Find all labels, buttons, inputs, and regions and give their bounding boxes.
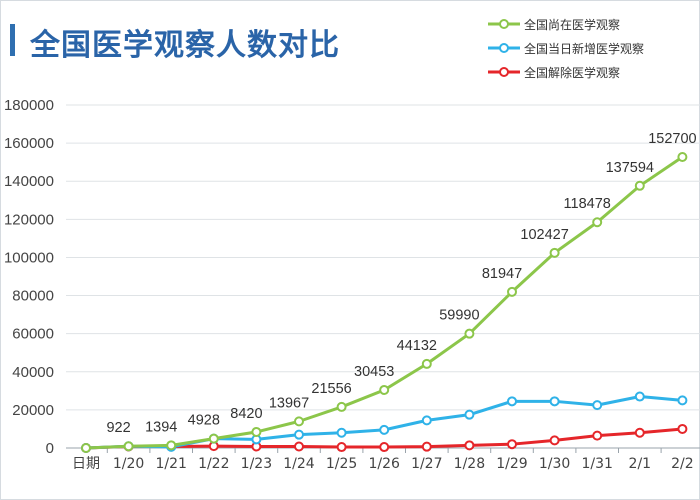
data-point-2 bbox=[634, 427, 645, 438]
x-tick-label: 1/25 bbox=[326, 456, 357, 472]
y-tick-label: 120000 bbox=[4, 211, 54, 228]
y-tick-label: 60000 bbox=[12, 326, 54, 343]
x-tick-label: 2/2 bbox=[671, 456, 694, 472]
data-point-0 bbox=[251, 426, 262, 437]
data-label: 21556 bbox=[311, 381, 351, 397]
x-tick-label: 1/28 bbox=[454, 456, 485, 472]
data-point-1 bbox=[634, 391, 645, 402]
x-tick-label: 1/31 bbox=[581, 456, 612, 472]
x-tick-label: 1/30 bbox=[539, 456, 570, 472]
data-point-0 bbox=[634, 180, 645, 191]
data-point-0 bbox=[336, 401, 347, 412]
x-tick-label: 1/27 bbox=[411, 456, 442, 472]
data-label: 152700 bbox=[648, 131, 696, 147]
data-label: 922 bbox=[106, 420, 130, 436]
legend-label-released: 全国解除医学观察 bbox=[524, 65, 621, 80]
legend-item-observing: 全国尚在医学观察 bbox=[488, 12, 698, 36]
data-point-0 bbox=[81, 443, 91, 453]
data-point-1 bbox=[549, 396, 560, 407]
data-point-1 bbox=[294, 429, 304, 440]
data-point-2 bbox=[549, 435, 560, 446]
legend: 全国尚在医学观察 全国当日新增医学观察 全国解除医学观察 bbox=[488, 12, 698, 84]
data-point-0 bbox=[549, 247, 560, 258]
data-label: 137594 bbox=[606, 160, 654, 176]
y-tick-label: 100000 bbox=[4, 249, 54, 266]
data-point-0 bbox=[208, 433, 219, 444]
data-point-1 bbox=[507, 396, 517, 407]
data-label: 102427 bbox=[520, 227, 568, 243]
legend-label-new: 全国当日新增医学观察 bbox=[524, 41, 645, 56]
x-tick-label: 日期 bbox=[72, 456, 100, 472]
data-label: 81947 bbox=[482, 266, 522, 282]
data-label: 1394 bbox=[145, 419, 177, 435]
x-tick-label: 2/1 bbox=[629, 456, 652, 472]
x-tick-label: 1/24 bbox=[283, 456, 315, 472]
x-tick-label: 1/26 bbox=[368, 456, 400, 472]
data-label: 13967 bbox=[269, 395, 309, 411]
data-point-0 bbox=[507, 286, 517, 297]
data-point-2 bbox=[379, 442, 390, 453]
x-tick-label: 1/29 bbox=[496, 456, 527, 472]
data-label: 44132 bbox=[397, 338, 437, 354]
y-tick-label: 140000 bbox=[4, 173, 54, 190]
legend-item-new: 全国当日新增医学观察 bbox=[488, 36, 698, 60]
data-label: 8420 bbox=[230, 406, 262, 422]
y-tick-label: 40000 bbox=[12, 364, 54, 381]
x-tick-label: 1/22 bbox=[198, 456, 229, 472]
data-point-2 bbox=[592, 430, 603, 441]
data-label: 59990 bbox=[439, 308, 479, 324]
data-point-2 bbox=[507, 439, 517, 450]
y-tick-label: 180000 bbox=[4, 97, 54, 114]
data-point-0 bbox=[464, 328, 475, 339]
legend-swatch-new bbox=[488, 43, 520, 53]
data-point-0 bbox=[166, 440, 177, 451]
data-point-0 bbox=[294, 416, 304, 427]
data-point-0 bbox=[123, 441, 134, 452]
legend-swatch-released bbox=[488, 67, 520, 77]
y-tick-label: 0 bbox=[46, 440, 54, 457]
data-point-1 bbox=[677, 395, 688, 406]
data-label: 118478 bbox=[564, 196, 611, 212]
data-point-1 bbox=[421, 415, 432, 426]
x-tick-label: 1/20 bbox=[113, 456, 144, 472]
data-point-1 bbox=[592, 400, 603, 411]
data-point-1 bbox=[379, 424, 390, 435]
legend-item-released: 全国解除医学观察 bbox=[488, 60, 698, 84]
legend-label-observing: 全国尚在医学观察 bbox=[524, 17, 621, 32]
data-point-1 bbox=[464, 409, 475, 420]
data-point-2 bbox=[421, 441, 432, 452]
y-tick-label: 160000 bbox=[4, 135, 54, 152]
data-label: 30453 bbox=[354, 364, 394, 380]
y-tick-label: 80000 bbox=[12, 288, 54, 305]
data-point-1 bbox=[336, 427, 347, 438]
x-tick-label: 1/21 bbox=[155, 456, 186, 472]
data-point-2 bbox=[464, 440, 475, 451]
data-point-2 bbox=[336, 442, 347, 453]
data-label: 4928 bbox=[188, 413, 220, 429]
data-point-0 bbox=[379, 384, 390, 395]
title-accent-bar bbox=[10, 24, 15, 56]
data-point-2 bbox=[677, 423, 688, 434]
data-point-0 bbox=[677, 152, 688, 163]
x-tick-label: 1/23 bbox=[241, 456, 272, 472]
data-point-0 bbox=[592, 217, 603, 228]
data-point-0 bbox=[421, 358, 432, 369]
data-point-2 bbox=[294, 441, 304, 452]
y-tick-label: 20000 bbox=[12, 402, 54, 419]
chart-title: 全国医学观察人数对比 bbox=[30, 28, 340, 63]
legend-swatch-observing bbox=[488, 19, 520, 29]
